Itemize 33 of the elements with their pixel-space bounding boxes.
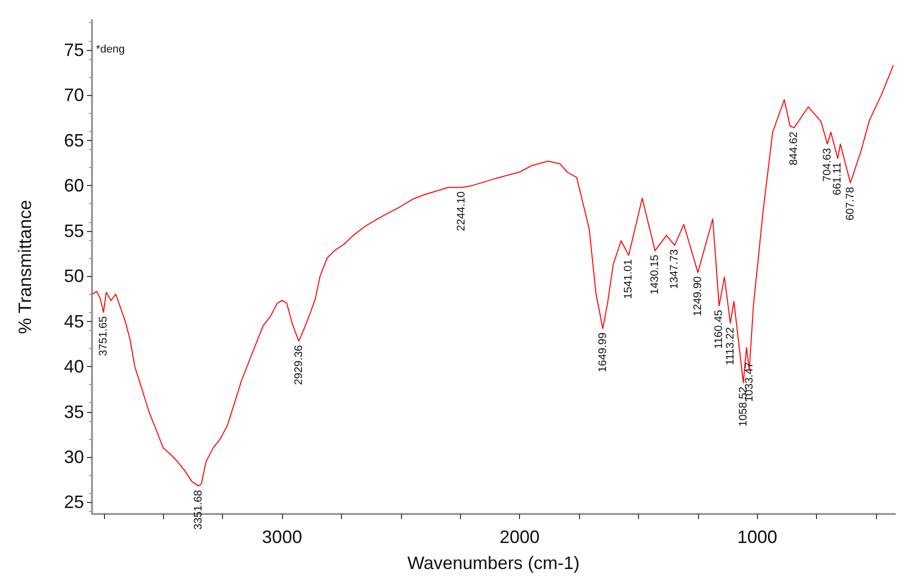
annotation: 3351.68 [192, 490, 205, 530]
annotation: 1347.73 [668, 249, 681, 290]
y-tick-label: 50 [64, 266, 84, 286]
annotation: 2244.10 [456, 191, 468, 232]
annotation: 1649.99 [596, 332, 609, 372]
annotation: 2929.36 [292, 345, 305, 385]
annotation: 661.11 [832, 162, 844, 196]
annotation: 1160.45 [713, 310, 726, 349]
y-tick-label: 40 [64, 356, 84, 377]
annotation: 3751.65 [97, 316, 110, 356]
y-tick-label: 70 [64, 85, 84, 106]
annotation: 1113.22 [724, 327, 736, 366]
x-axis-title: Wavenumbers (cm-1) [407, 553, 580, 573]
y-tick-label: 55 [64, 220, 84, 241]
y-axis-title: % Transmittance [15, 200, 35, 334]
y-tick-label: 60 [64, 176, 84, 196]
x-tick-label: 1000 [737, 527, 778, 547]
annotation: 1541.01 [622, 259, 635, 300]
x-tick-label: 3000 [262, 527, 302, 547]
y-tick-label: 30 [64, 447, 84, 467]
annotation: 704.63 [821, 148, 834, 182]
line-series [92, 64, 894, 486]
annotation: 607.78 [844, 186, 856, 221]
y-tick-label: 75 [64, 40, 84, 60]
annotation: 844.62 [788, 132, 800, 166]
y-tick-label: 35 [64, 402, 84, 422]
annotation: *deng [96, 44, 125, 56]
x-tick-label: 2000 [500, 527, 540, 547]
annotation: 1249.90 [692, 276, 704, 316]
annotation: 1430.15 [649, 254, 662, 294]
y-tick-label: 25 [64, 492, 84, 512]
y-tick-label: 65 [64, 130, 84, 150]
y-tick-label: 45 [64, 311, 84, 332]
